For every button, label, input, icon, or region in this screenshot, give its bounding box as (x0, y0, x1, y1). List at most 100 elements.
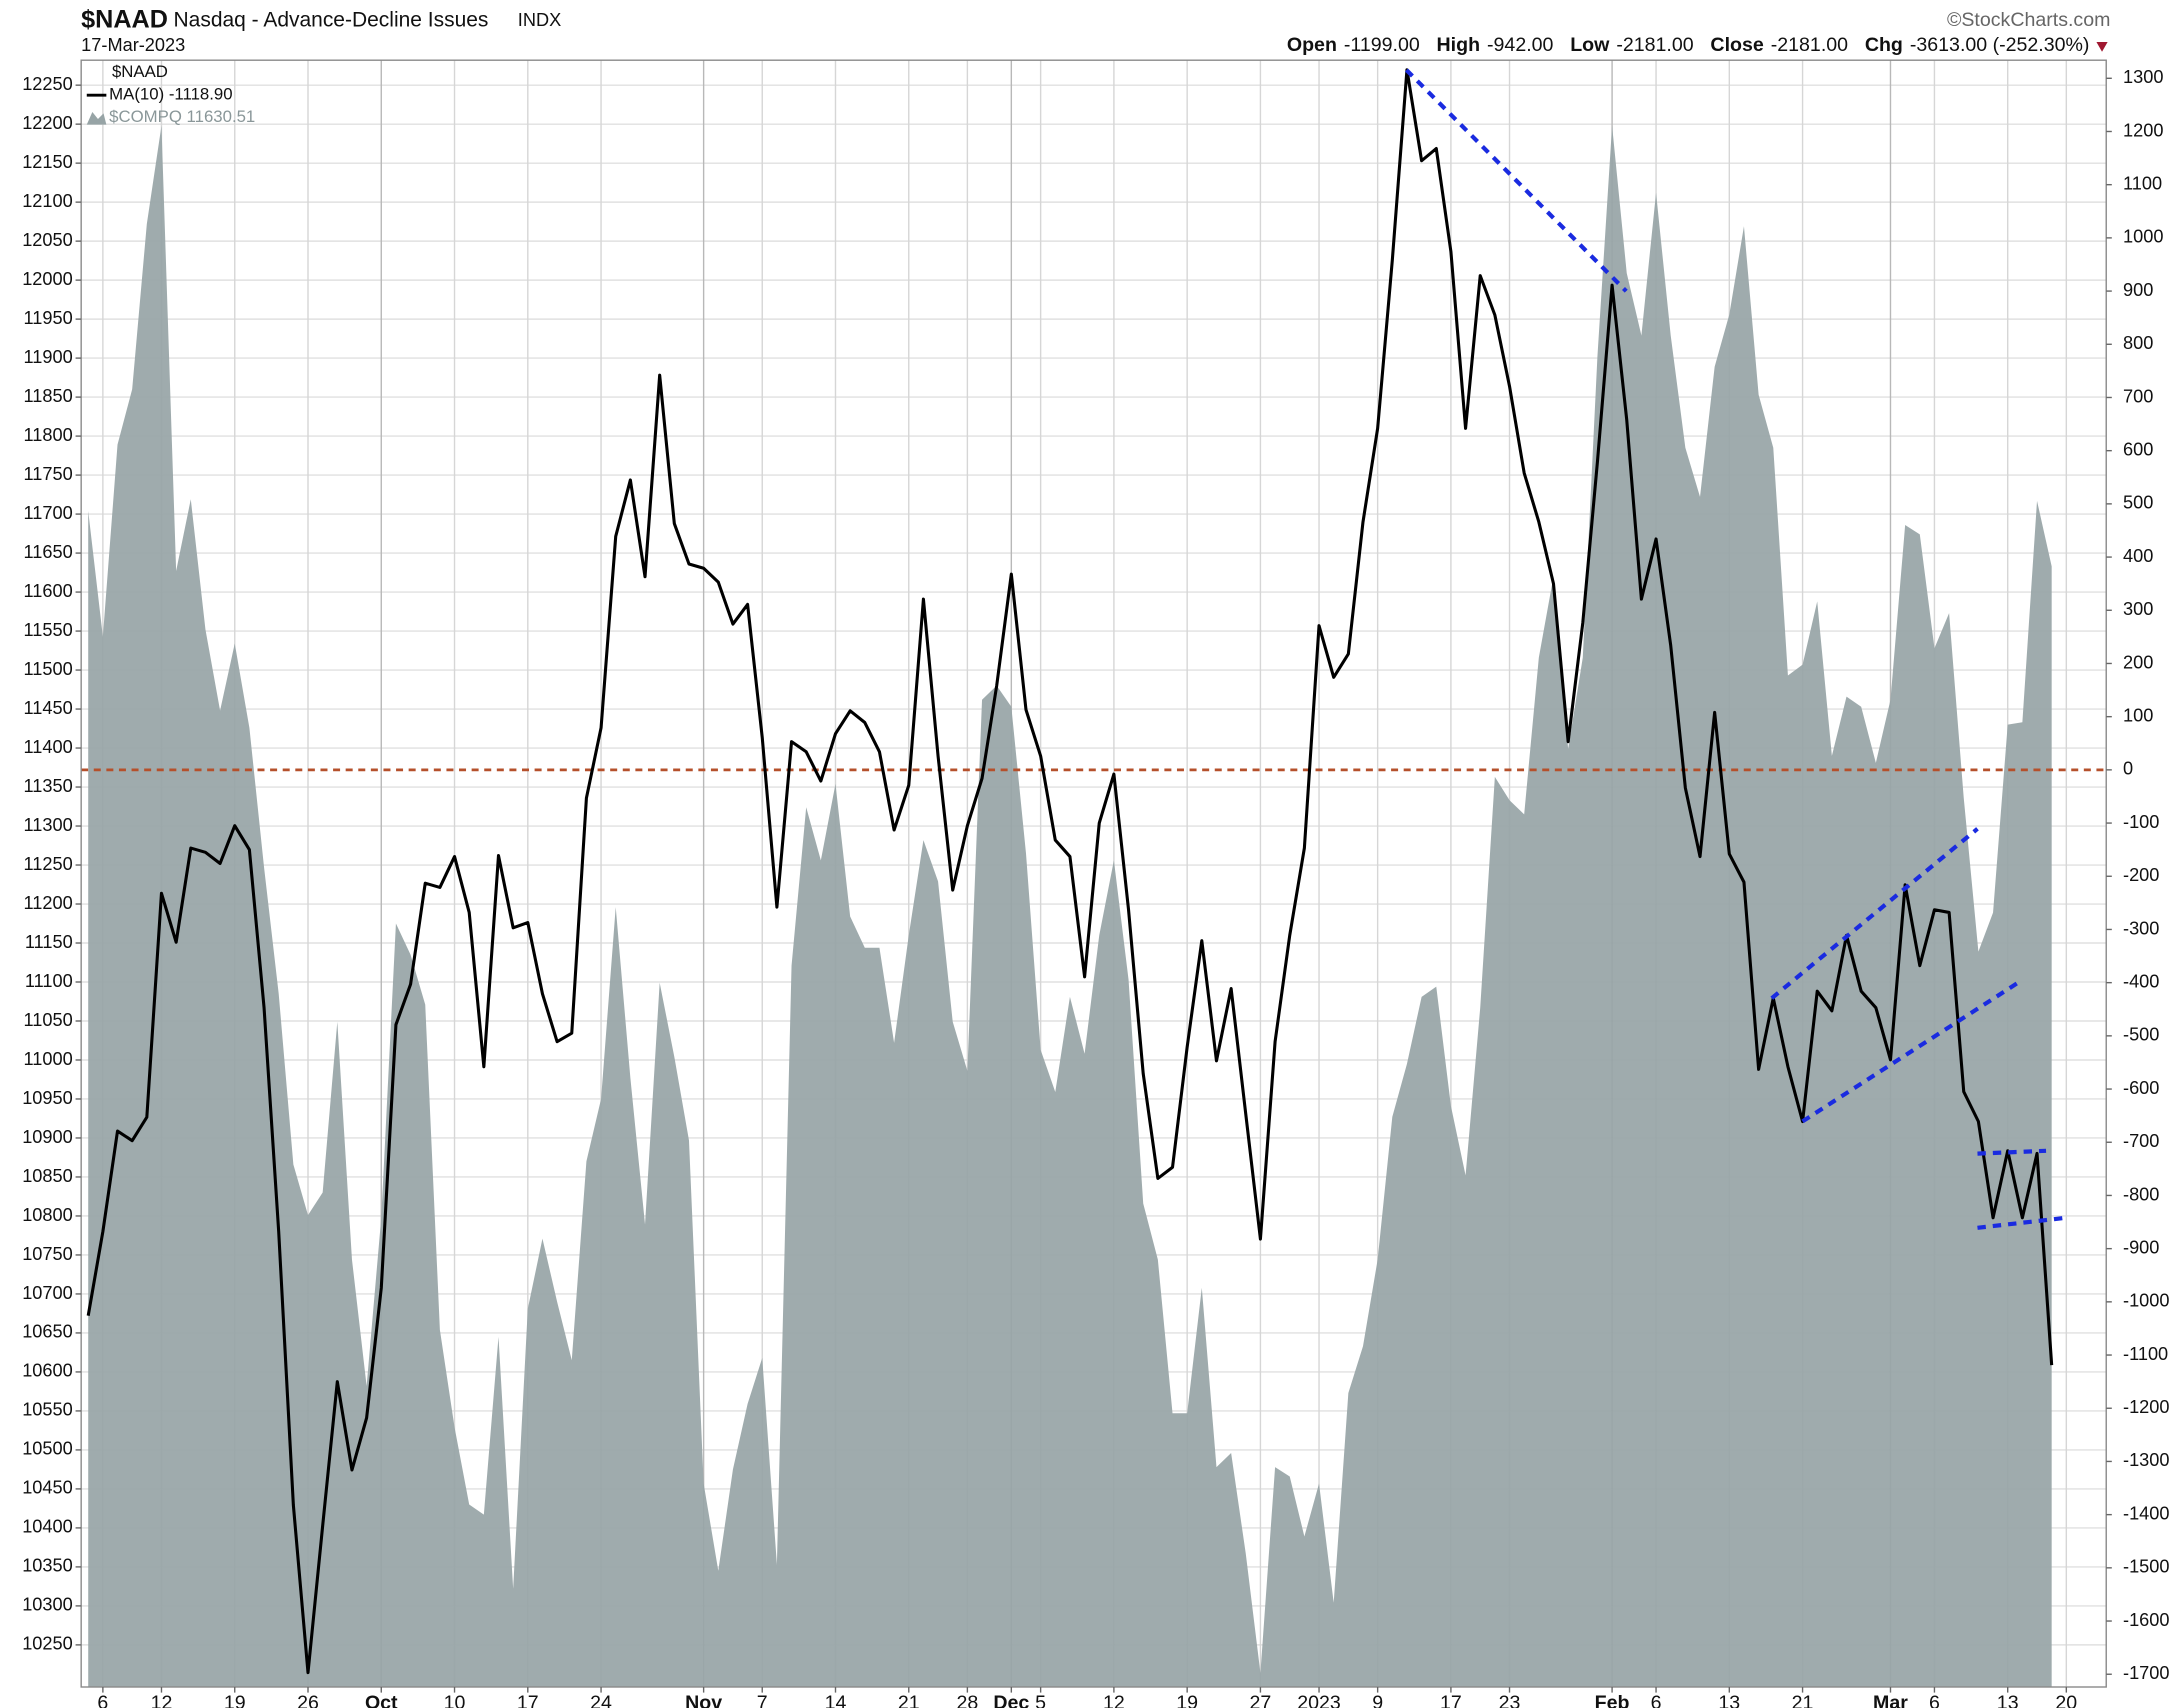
x-tick-label: 17 (517, 1692, 539, 1708)
y-tick-label: 10650 (22, 1322, 73, 1342)
y2-tick-label: -100 (2123, 812, 2159, 832)
stat-label: High (1437, 34, 1480, 56)
y2-tick-label: -1700 (2123, 1663, 2170, 1683)
x-tick-label: 20 (2055, 1692, 2077, 1708)
stat-value: -3613.00 (-252.30%) (1910, 34, 2090, 56)
y2-tick-label: 300 (2123, 599, 2153, 619)
source: ©StockCharts.com (1947, 9, 2110, 31)
y-tick-label: 10350 (22, 1556, 73, 1576)
x-tick-label: 14 (825, 1692, 847, 1708)
y2-tick-label: 800 (2123, 333, 2153, 353)
y2-tick-label: -800 (2123, 1184, 2159, 1204)
y2-tick-label: 900 (2123, 280, 2153, 300)
y-tick-label: 11950 (24, 308, 73, 328)
y-tick-label: 11900 (24, 347, 73, 367)
stat-value: -1199.00 (1344, 34, 1420, 56)
chart-title: $NAAD (81, 6, 168, 34)
y2-tick-label: -200 (2123, 865, 2159, 885)
y2-tick-label: 700 (2123, 386, 2153, 406)
y2-tick-label: -900 (2123, 1237, 2159, 1257)
y-tick-label: 11400 (24, 737, 73, 757)
x-tick-label: 13 (1718, 1692, 1740, 1708)
x-tick-label: Feb (1595, 1692, 1630, 1708)
y2-tick-label: -1500 (2123, 1557, 2170, 1577)
line (86, 68, 2054, 1675)
y-tick-label: 10600 (22, 1361, 73, 1381)
y-tick-label: 10750 (22, 1244, 73, 1264)
x-tick-label: Mar (1873, 1692, 1908, 1708)
x-tick-label: 6 (1929, 1692, 1940, 1708)
y2-tick-label: 200 (2123, 652, 2153, 672)
y2-tick-label: -1600 (2123, 1610, 2170, 1630)
y-tick-label: 10800 (22, 1205, 73, 1225)
x-tick-label: Nov (685, 1692, 722, 1708)
y-tick-label: 11200 (24, 893, 73, 913)
y2-tick-label: -1100 (2123, 1344, 2168, 1364)
y-tick-label: 11250 (24, 854, 73, 874)
stat-label: Low (1570, 34, 1610, 56)
stat-value: -2181.00 (1771, 34, 1848, 56)
y2-tick-label: -1000 (2123, 1291, 2170, 1311)
stats: Open -1199.00 High -942.00 Low -2181.00 Close -… (1287, 34, 2090, 56)
y-tick-label: 10400 (22, 1517, 73, 1537)
x-tick-label: 27 (1250, 1692, 1272, 1708)
y2-tick-label: 1300 (2123, 67, 2163, 87)
change-arrow (2096, 42, 2108, 52)
y-tick-label: 11600 (24, 581, 73, 601)
y-tick-label: 10550 (22, 1400, 73, 1420)
chart-subtitle: Nasdaq - Advance-Decline Issues (174, 9, 489, 32)
x-tick-label: 9 (1372, 1692, 1383, 1708)
x-tick-label: 26 (297, 1692, 319, 1708)
area (88, 125, 2052, 1687)
legend-label: MA(10) -1118.90 (109, 85, 232, 104)
y-tick-label: 10300 (22, 1595, 73, 1615)
plot (81, 68, 2107, 1687)
plot-frame (80, 59, 2107, 1688)
stat-value: -2181.00 (1616, 34, 1693, 56)
y2-tick-label: -400 (2123, 971, 2159, 991)
y-tick-label: 11050 (24, 1010, 73, 1030)
y-tick-label: 11550 (24, 620, 73, 640)
y-tick-label: 10250 (22, 1634, 73, 1654)
y-tick-label: 10700 (22, 1283, 73, 1303)
stat-label: Open (1287, 34, 1337, 56)
y-tick-label: 12000 (22, 269, 73, 289)
x-tick-label: 12 (151, 1692, 173, 1708)
y2-tick-label: 1000 (2123, 227, 2163, 247)
date: 17-Mar-2023 (81, 35, 185, 55)
y2-tick-label: -1200 (2123, 1397, 2170, 1417)
trend-line (1404, 68, 1628, 293)
x-tick-label: 10 (444, 1692, 466, 1708)
y2-tick-label: -1400 (2123, 1503, 2170, 1523)
y2-tick-label: -1300 (2123, 1450, 2170, 1470)
x-tick-label: 21 (1792, 1692, 1814, 1708)
y2-tick-label: 100 (2123, 705, 2153, 725)
y2-tick-label: -600 (2123, 1078, 2159, 1098)
y-tick-label: 10850 (22, 1166, 73, 1186)
y2-tick-label: 0 (2123, 759, 2133, 779)
stat-value: -942.00 (1487, 34, 1554, 56)
trend-line (1801, 978, 2024, 1124)
y2-tick-label: 600 (2123, 439, 2153, 459)
y-tick-label: 12100 (22, 191, 73, 211)
x-tick-label: 12 (1103, 1692, 1125, 1708)
stat-label: Close (1710, 34, 1763, 56)
y-tick-label: 11800 (24, 425, 73, 445)
y-tick-label: 11450 (24, 698, 73, 718)
x-tick-label: 6 (1651, 1692, 1662, 1708)
y2-tick-label: -500 (2123, 1025, 2159, 1045)
y-tick-label: 12250 (22, 74, 73, 94)
x-tick-label: Dec (993, 1692, 1029, 1708)
x-tick-label: 19 (1176, 1692, 1198, 1708)
x-tick-label: 19 (224, 1692, 246, 1708)
y-tick-label: 12050 (22, 230, 73, 250)
legend-swatch (86, 112, 107, 125)
y-tick-label: 10900 (22, 1127, 73, 1147)
y-tick-label: 11350 (24, 776, 73, 796)
y-tick-label: 11000 (24, 1049, 73, 1069)
y-tick-label: 10450 (22, 1478, 73, 1498)
stat-label: Chg (1865, 34, 1903, 56)
exchange: INDX (518, 10, 561, 30)
y-tick-label: 12150 (22, 152, 73, 172)
